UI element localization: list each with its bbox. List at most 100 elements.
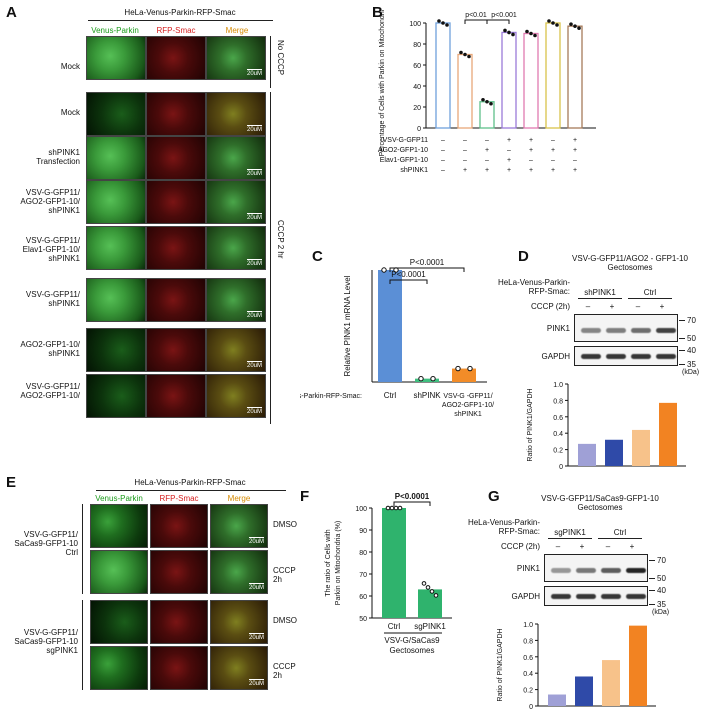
g-pink1-band-2 bbox=[601, 568, 621, 573]
b-point-6-1 bbox=[573, 24, 577, 28]
c-cat-1: shPINK bbox=[413, 391, 441, 400]
d-bar-0 bbox=[578, 443, 596, 466]
b-mark-0-1: – bbox=[463, 137, 467, 144]
panel-label-b: B bbox=[372, 4, 383, 21]
g-cccp-mark-0: – bbox=[555, 542, 561, 551]
g-ytick-label-1: 0.2 bbox=[523, 688, 533, 695]
g-group-line-2 bbox=[598, 538, 642, 539]
g-mw-tick-3 bbox=[649, 604, 655, 605]
panel-label-a: A bbox=[6, 4, 17, 21]
d-mw-tick-1 bbox=[679, 338, 685, 339]
micrograph-a-r5-c0 bbox=[86, 278, 146, 322]
g-blot-gapdh bbox=[544, 586, 648, 606]
b-bar-0 bbox=[435, 22, 451, 129]
scale-bar-a-r4: 20uM bbox=[246, 261, 262, 267]
micrograph-a-r3-c2: 20uM bbox=[206, 180, 266, 224]
b-ytick-label-5: 100 bbox=[409, 21, 421, 28]
c-sig-label-2: P<0.0001 bbox=[391, 270, 426, 279]
b-point-2-2 bbox=[489, 101, 493, 106]
b-mark-0-4: + bbox=[529, 137, 533, 144]
g-mw-3: 35 bbox=[657, 600, 666, 609]
b-point-3-2 bbox=[511, 32, 515, 37]
d-group-line-1 bbox=[578, 298, 622, 299]
c-point-0-a bbox=[381, 267, 387, 273]
micrograph-a-r0-c0 bbox=[86, 36, 146, 80]
d-mw-3: 35 bbox=[687, 360, 696, 369]
g-blot-label-pink1: PINK1 bbox=[516, 564, 540, 573]
d-y-label: Ratio of PINK1/GAPDH bbox=[527, 388, 534, 461]
g-mw-tick-0 bbox=[649, 560, 655, 561]
g-ratio-chart: 0 0.2 0.4 0.6 0.8 1.0 Ratio of PINK1/GAPDH bbox=[497, 622, 656, 711]
b-mark-3-1: + bbox=[463, 167, 467, 174]
d-ytick-label-1: 0.2 bbox=[553, 448, 563, 455]
e-micrograph-r3-c2: 20uM bbox=[210, 646, 268, 690]
f-point-1-3 bbox=[433, 593, 439, 598]
g-ytick-label-3: 0.6 bbox=[523, 655, 533, 662]
g-pink1-band-1 bbox=[576, 568, 596, 573]
d-mw-tick-2 bbox=[679, 350, 685, 351]
g-ytick-label-0: 0 bbox=[529, 704, 533, 711]
b-mark-0-6: + bbox=[573, 137, 577, 144]
f-bar-1 bbox=[418, 589, 442, 618]
e-scale-bar-r3: 20uM bbox=[248, 681, 264, 687]
c-sig-bracket-2 bbox=[389, 279, 428, 284]
scale-bar-a-r3: 20uM bbox=[246, 215, 262, 221]
e-micrograph-r2-c1 bbox=[150, 600, 208, 644]
e-group-sgpink1: VSV-G-GFP11/ SaCas9-GFP1-10 sgPINK1 bbox=[14, 628, 78, 655]
micrograph-a-r0-c2: 20uM bbox=[206, 36, 266, 80]
e-scale-bar-r1: 20uM bbox=[248, 585, 264, 591]
b-point-6-0 bbox=[569, 22, 573, 26]
b-mark-3-2: + bbox=[485, 167, 489, 174]
panel-label-e: E bbox=[6, 474, 17, 491]
b-point-4-2 bbox=[533, 33, 537, 38]
g-mw-1: 50 bbox=[657, 574, 666, 583]
micrograph-a-r1-c0 bbox=[86, 92, 146, 136]
c-bar-2 bbox=[452, 368, 476, 382]
micrograph-a-r6-c2: 20uM bbox=[206, 328, 266, 372]
e-group-bracket-2 bbox=[82, 600, 83, 690]
d-cccp-mark-1: + bbox=[609, 302, 615, 311]
f-point-1-1 bbox=[425, 585, 431, 590]
d-mw-2: 40 bbox=[687, 346, 696, 355]
e-micrograph-r0-c2: 20uM bbox=[210, 504, 268, 548]
d-blot-label-gapdh: GAPDH bbox=[541, 352, 570, 361]
b-point-3-0 bbox=[503, 28, 507, 33]
micrograph-a-r0-c1 bbox=[146, 36, 206, 80]
d-pink1-band-1 bbox=[606, 328, 626, 333]
c-bar-1 bbox=[415, 378, 439, 382]
e-cond-0: DMSO bbox=[273, 520, 297, 529]
b-mark-0-3: + bbox=[507, 137, 511, 144]
row-label-vsvg-ago2-2: VSV-G-GFP11/ AGO2-GFP1-10/ bbox=[20, 382, 80, 400]
b-sig-bracket-2 bbox=[486, 19, 510, 24]
micrograph-a-r3-c0 bbox=[86, 180, 146, 224]
c-sig-label-1: P<0.0001 bbox=[410, 258, 445, 267]
micrograph-a-r2-c1 bbox=[146, 136, 206, 180]
d-blot-pink1 bbox=[574, 314, 678, 342]
panel-a-title: HeLa-Venus-Parkin-RFP-Smac bbox=[124, 8, 236, 17]
b-mark-1-6: + bbox=[573, 147, 577, 154]
d-gapdh-band-1 bbox=[606, 354, 626, 359]
g-ytick-label-4: 0.8 bbox=[523, 638, 533, 645]
g-gapdh-band-1 bbox=[576, 594, 596, 599]
b-mark-3-4: + bbox=[529, 167, 533, 174]
e-cond-1: CCCP 2h bbox=[273, 566, 296, 584]
f-y-label-1: The ratio of Cells with bbox=[325, 529, 332, 596]
e-cond-2: DMSO bbox=[273, 616, 297, 625]
f-group-label-1: VSV-G/SaCas9 bbox=[384, 636, 440, 645]
side-label-cccp-2hr: CCCP 2 hr bbox=[276, 220, 285, 259]
g-group-line-1 bbox=[548, 538, 592, 539]
micrograph-a-r7-c2: 20uM bbox=[206, 374, 266, 418]
f-point-0-1 bbox=[389, 505, 395, 511]
panel-f-chart: 50 60 70 80 90 100 The ratio of Cells with Park… bbox=[325, 492, 452, 655]
c-point-2-b bbox=[467, 365, 473, 372]
panel-b-chart: 0 20 40 60 80 100 Percentage of Cells with Par… bbox=[378, 10, 596, 174]
g-group-2: Ctrl bbox=[613, 528, 627, 537]
d-ytick-label-0: 0 bbox=[559, 464, 563, 471]
d-pink1-band-3 bbox=[656, 328, 676, 333]
g-bar-3 bbox=[629, 625, 647, 706]
d-ytick-label-4: 0.8 bbox=[553, 398, 563, 405]
g-kda: (kDa) bbox=[652, 609, 670, 616]
b-point-0-0 bbox=[437, 19, 441, 23]
b-mark-2-1: – bbox=[463, 157, 467, 164]
b-ytick-label-4: 80 bbox=[413, 42, 421, 49]
